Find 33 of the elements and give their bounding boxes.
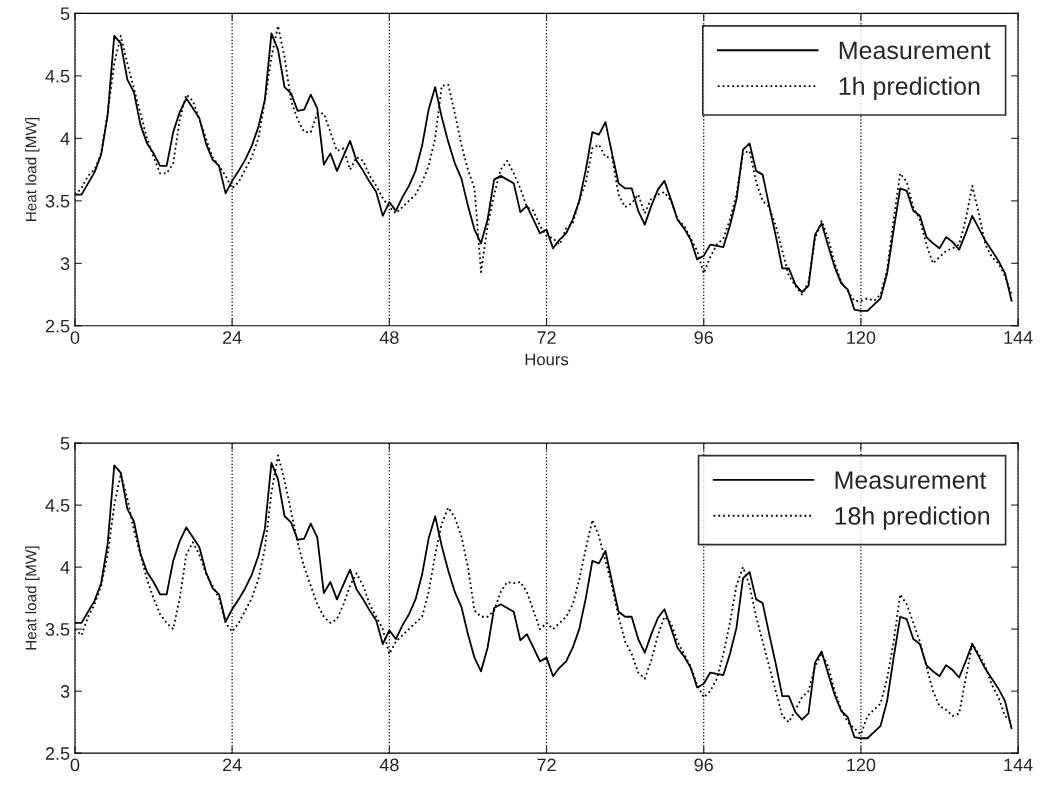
y-tick-label: 5: [60, 7, 70, 21]
x-tick-label: 96: [694, 758, 713, 772]
x-tick-label: 144: [1004, 331, 1033, 344]
x-tick-label: 48: [379, 758, 399, 772]
y-tick-label: 3: [60, 685, 70, 698]
y-axis-title: Heat load [MW]: [25, 546, 40, 650]
y-tick-label: 2.5: [45, 319, 70, 333]
x-tick-label: 120: [847, 758, 876, 772]
legend-label: 1h prediction: [839, 76, 980, 100]
x-tick-label: 72: [537, 758, 556, 772]
x-tick-label: 24: [223, 758, 242, 772]
y-tick-label: 4: [60, 132, 70, 145]
x-tick-label: 0: [70, 331, 80, 344]
x-tick-label: 120: [847, 331, 876, 344]
y-tick-label: 3.5: [45, 623, 70, 636]
y-tick-label: 3: [60, 257, 70, 271]
legend-label: Measurement: [835, 471, 987, 489]
x-tick-label: 0: [70, 758, 80, 772]
x-tick-label: 144: [1004, 758, 1033, 772]
x-tick-label: 72: [537, 331, 556, 344]
legend-label: Measurement: [839, 41, 991, 60]
y-tick-label: 4: [60, 561, 70, 574]
y-tick-label: 3.5: [45, 194, 70, 208]
x-axis-title: Hours: [525, 353, 569, 366]
y-tick-label: 5: [60, 437, 70, 450]
y-tick-label: 4.5: [45, 69, 70, 83]
legend-label: 18h prediction: [835, 506, 989, 530]
x-tick-label: 48: [379, 331, 399, 344]
y-tick-label: 4.5: [45, 499, 70, 512]
x-tick-label: 24: [223, 331, 242, 344]
y-axis-title: Heat load [MW]: [25, 118, 40, 221]
x-tick-label: 96: [694, 331, 713, 344]
y-tick-label: 2.5: [45, 747, 70, 760]
